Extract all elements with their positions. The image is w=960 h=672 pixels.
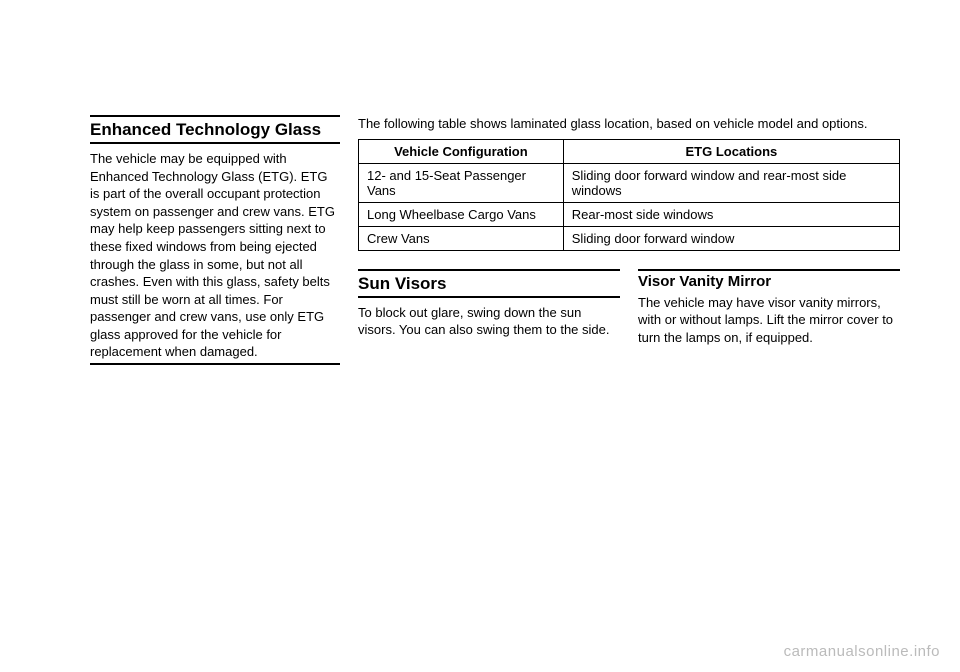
cell-config: Long Wheelbase Cargo Vans: [359, 202, 564, 226]
cell-loc: Sliding door forward window: [563, 226, 899, 250]
table-row: Crew Vans Sliding door forward window: [359, 226, 900, 250]
cell-loc: Rear-most side windows: [563, 202, 899, 226]
table-row: Long Wheelbase Cargo Vans Rear-most side…: [359, 202, 900, 226]
etg-heading: Enhanced Technology Glass: [90, 115, 340, 144]
left-column: Enhanced Technology Glass The vehicle ma…: [90, 115, 340, 365]
header-locations: ETG Locations: [563, 139, 899, 163]
table-intro: The following table shows laminated glas…: [358, 115, 900, 133]
sun-visors-heading: Sun Visors: [358, 269, 620, 298]
sun-visors-body: To block out glare, swing down the sun v…: [358, 304, 620, 339]
table-row: 12- and 15-Seat Passenger Vans Sliding d…: [359, 163, 900, 202]
etg-table: Vehicle Configuration ETG Locations 12- …: [358, 139, 900, 251]
vanity-heading: Visor Vanity Mirror: [638, 269, 900, 290]
etg-body: The vehicle may be equipped with Enhance…: [90, 150, 340, 361]
manual-page: Enhanced Technology Glass The vehicle ma…: [0, 0, 960, 385]
sun-visors-section: Sun Visors To block out glare, swing dow…: [358, 269, 620, 347]
cell-config: 12- and 15-Seat Passenger Vans: [359, 163, 564, 202]
watermark-text: carmanualsonline.info: [784, 643, 940, 660]
table-header-row: Vehicle Configuration ETG Locations: [359, 139, 900, 163]
cell-loc: Sliding door forward window and rear-mos…: [563, 163, 899, 202]
divider: [90, 363, 340, 365]
vanity-body: The vehicle may have visor vanity mirror…: [638, 294, 900, 347]
right-column: The following table shows laminated glas…: [358, 115, 900, 365]
vanity-mirror-section: Visor Vanity Mirror The vehicle may have…: [638, 269, 900, 347]
cell-config: Crew Vans: [359, 226, 564, 250]
lower-sections: Sun Visors To block out glare, swing dow…: [358, 269, 900, 347]
header-config: Vehicle Configuration: [359, 139, 564, 163]
